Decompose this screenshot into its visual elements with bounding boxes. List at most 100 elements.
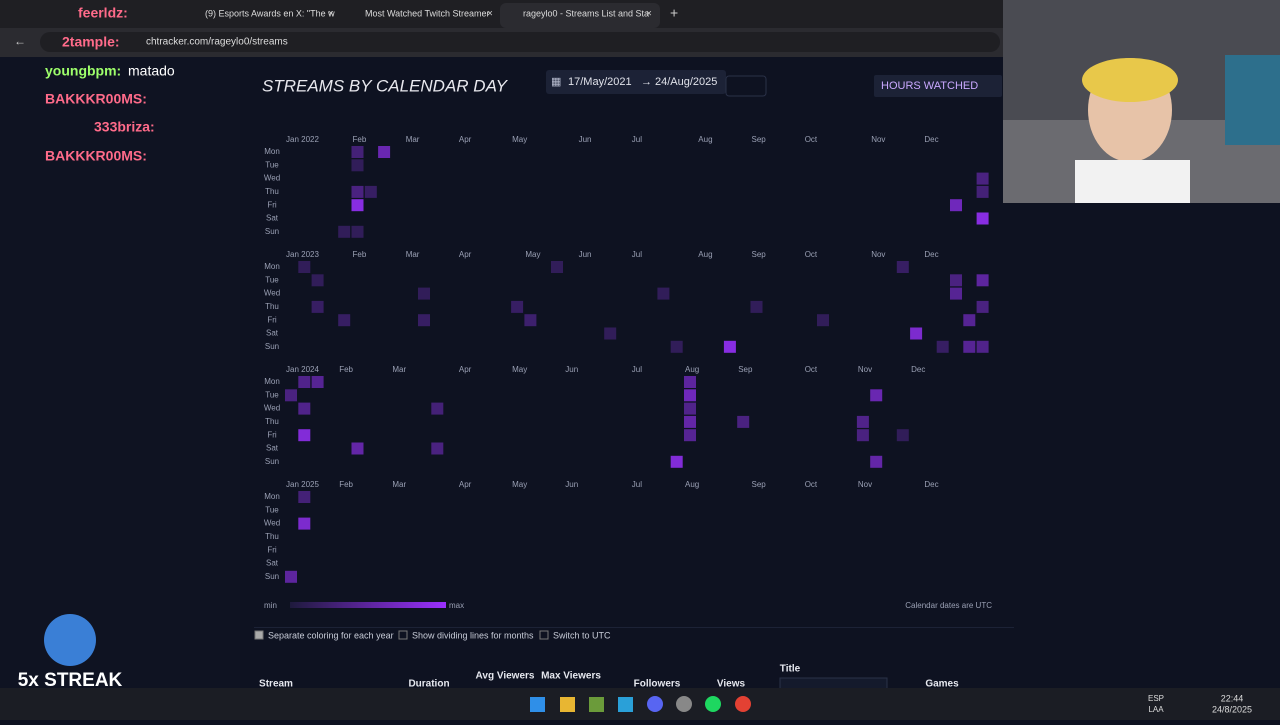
heatmap-cell[interactable]	[378, 146, 391, 158]
back-button[interactable]: ←	[14, 34, 26, 48]
active-tab[interactable]	[500, 3, 660, 28]
metric-select[interactable]	[874, 75, 1002, 97]
heatmap-cell[interactable]	[351, 199, 364, 212]
app-icon-2[interactable]	[676, 696, 692, 712]
tab-close[interactable]: ×	[646, 9, 652, 20]
app-icon[interactable]	[589, 697, 604, 712]
day-label: Fri	[267, 545, 277, 554]
table-header[interactable]: Stream	[259, 679, 293, 690]
tab-close[interactable]: ×	[487, 9, 493, 20]
heatmap-cell[interactable]	[670, 340, 683, 353]
heatmap-cell[interactable]	[311, 274, 324, 287]
tab-title[interactable]: Most Watched Twitch Streamer	[365, 8, 490, 18]
heatmap-cell[interactable]	[963, 340, 976, 353]
month-label: Apr	[459, 135, 472, 144]
heatmap-cell[interactable]	[524, 314, 537, 327]
new-tab[interactable]: +	[670, 5, 678, 21]
heatmap-cell[interactable]	[298, 491, 311, 503]
heatmap-cell[interactable]	[431, 402, 444, 415]
table-header[interactable]: Games	[925, 679, 959, 690]
divider	[254, 627, 1014, 628]
heatmap-cell[interactable]	[684, 402, 696, 415]
heatmap-cell[interactable]	[551, 261, 563, 273]
heatmap-cell[interactable]	[817, 314, 829, 327]
discord-icon[interactable]	[647, 696, 663, 712]
heatmap-cell[interactable]	[750, 300, 763, 313]
day-label: Tue	[265, 505, 279, 514]
heatmap-cell[interactable]	[285, 389, 297, 402]
heatmap-cell[interactable]	[298, 429, 311, 442]
heatmap-cell[interactable]	[311, 300, 324, 313]
heatmap-cell[interactable]	[670, 455, 683, 468]
heatmap-cell[interactable]	[604, 327, 617, 340]
heatmap-cell[interactable]	[870, 389, 883, 402]
heatmap-cell[interactable]	[351, 185, 364, 198]
month-label: Jul	[632, 480, 642, 489]
heatmap-cell[interactable]	[285, 570, 297, 583]
heatmap-cell[interactable]	[418, 314, 430, 327]
table-header[interactable]: Max Viewers	[541, 671, 601, 682]
heatmap-cell[interactable]	[351, 225, 364, 238]
heatmap-cell[interactable]	[976, 300, 989, 313]
heatmap-cell[interactable]	[737, 415, 750, 428]
heatmap-cell[interactable]	[431, 442, 444, 455]
heatmap-cell[interactable]	[976, 274, 989, 287]
table-header[interactable]: Avg Viewers	[476, 671, 535, 682]
heatmap-cell[interactable]	[418, 287, 430, 300]
heatmap-cell[interactable]	[896, 429, 909, 442]
heatmap-cell[interactable]	[338, 225, 351, 238]
day-label: Fri	[267, 315, 277, 324]
heatmap-cell[interactable]	[950, 274, 962, 287]
tab-title[interactable]: rageylo0 - Streams List and Sta	[523, 8, 649, 18]
tab-close[interactable]: ×	[328, 9, 334, 20]
table-header[interactable]: Duration	[408, 679, 449, 690]
tab-title[interactable]: (9) Esports Awards en X: "The w	[205, 8, 335, 18]
table-header[interactable]: Followers	[634, 679, 681, 690]
heatmap-cell[interactable]	[723, 340, 736, 353]
telegram-icon[interactable]	[618, 697, 633, 712]
heatmap-cell[interactable]	[950, 199, 962, 212]
heatmap-cell[interactable]	[351, 159, 364, 172]
spotify-icon[interactable]	[705, 696, 721, 712]
explorer-icon[interactable]	[560, 697, 575, 712]
table-header[interactable]: Title	[780, 664, 801, 675]
heatmap-cell[interactable]	[976, 172, 989, 185]
heatmap-cell[interactable]	[870, 455, 883, 468]
heatmap-cell[interactable]	[976, 212, 989, 225]
checkbox[interactable]	[539, 630, 549, 640]
heatmap-cell[interactable]	[684, 429, 696, 442]
heatmap-cell[interactable]	[298, 402, 311, 415]
checkbox[interactable]	[254, 630, 264, 640]
heatmap-cell[interactable]	[351, 442, 364, 455]
heatmap-cell[interactable]	[364, 185, 377, 198]
day-label: Fri	[267, 430, 277, 439]
url-field[interactable]	[40, 32, 1000, 52]
heatmap-cell[interactable]	[910, 327, 923, 340]
start-button[interactable]	[530, 697, 545, 712]
heatmap-cell[interactable]	[684, 376, 696, 388]
date-picker[interactable]	[546, 70, 726, 94]
heatmap-cell[interactable]	[856, 429, 869, 442]
heatmap-cell[interactable]	[976, 340, 989, 353]
heatmap-cell[interactable]	[684, 415, 696, 428]
heatmap-cell[interactable]	[963, 314, 976, 327]
input-box[interactable]	[725, 75, 767, 97]
heatmap-cell[interactable]	[511, 300, 524, 313]
heatmap-cell[interactable]	[684, 389, 696, 402]
checkbox[interactable]	[398, 630, 408, 640]
heatmap-cell[interactable]	[896, 261, 909, 273]
heatmap-cell[interactable]	[311, 376, 324, 388]
heatmap-cell[interactable]	[856, 415, 869, 428]
day-label: Tue	[265, 275, 279, 284]
heatmap-cell[interactable]	[298, 261, 311, 273]
heatmap-cell[interactable]	[976, 185, 989, 198]
heatmap-cell[interactable]	[657, 287, 670, 300]
heatmap-cell[interactable]	[338, 314, 351, 327]
heatmap-cell[interactable]	[936, 340, 949, 353]
heatmap-cell[interactable]	[950, 287, 962, 300]
heatmap-cell[interactable]	[351, 146, 364, 158]
chrome-icon[interactable]	[735, 696, 751, 712]
heatmap-cell[interactable]	[298, 517, 311, 530]
table-header[interactable]: Views	[717, 679, 746, 690]
heatmap-cell[interactable]	[298, 376, 311, 388]
